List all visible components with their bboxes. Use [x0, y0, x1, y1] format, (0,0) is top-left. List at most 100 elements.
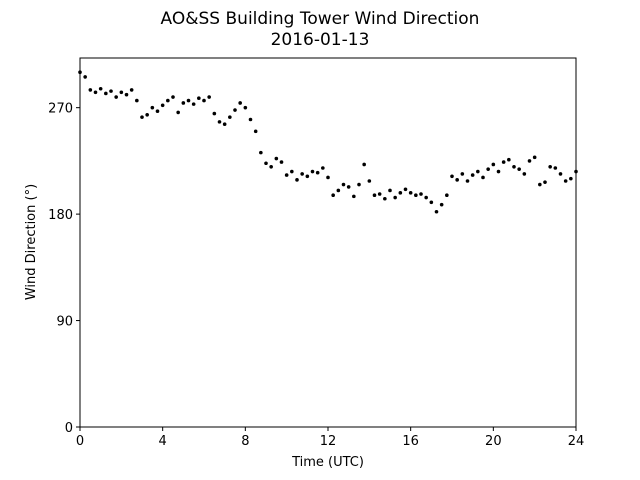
point: [284, 173, 289, 177]
x-tick-label: 12: [320, 434, 337, 449]
point: [434, 209, 439, 214]
x-tick-label: 16: [402, 434, 419, 449]
point: [264, 161, 268, 166]
point: [476, 169, 480, 174]
point: [274, 156, 279, 161]
point: [176, 110, 180, 115]
point: [104, 91, 108, 96]
point: [305, 174, 310, 179]
point: [460, 172, 465, 176]
point: [300, 172, 304, 176]
y-tick-label: 180: [48, 208, 73, 223]
point: [135, 98, 139, 103]
y-axis-label: Wind Direction (°): [24, 184, 39, 300]
point: [331, 193, 335, 197]
point: [166, 98, 170, 103]
point: [367, 179, 372, 183]
point: [372, 193, 377, 197]
point: [248, 117, 253, 122]
point: [259, 150, 263, 155]
point: [439, 202, 444, 207]
point: [222, 122, 227, 127]
plot-frame: [79, 57, 577, 428]
point: [93, 90, 98, 95]
x-tick-label: 0: [76, 434, 84, 449]
point: [470, 173, 475, 177]
point: [202, 98, 206, 103]
x-tick-label: 8: [241, 434, 249, 449]
chart-title: AO&SS Building Tower Wind Direction: [161, 9, 480, 29]
point: [290, 169, 294, 174]
point: [357, 182, 361, 187]
point: [212, 111, 217, 116]
point: [548, 165, 552, 169]
point: [522, 172, 527, 176]
point: [429, 200, 434, 205]
point: [450, 174, 454, 179]
point: [114, 95, 118, 99]
point: [279, 160, 284, 164]
point: [538, 182, 542, 187]
point: [217, 120, 222, 124]
point: [362, 162, 366, 167]
point: [486, 167, 490, 171]
point: [512, 165, 516, 169]
point: [140, 115, 144, 119]
point: [455, 178, 459, 182]
point: [414, 193, 418, 197]
point: [383, 196, 387, 201]
point: [253, 129, 258, 134]
point: [310, 169, 315, 174]
point: [243, 105, 248, 110]
x-tick-label: 20: [485, 434, 502, 449]
y-tick-label: 270: [48, 102, 73, 117]
point: [315, 170, 320, 175]
point: [419, 192, 423, 196]
point: [527, 159, 532, 163]
point: [155, 109, 160, 114]
point: [481, 175, 485, 180]
point: [124, 92, 129, 97]
point: [424, 195, 428, 200]
point: [233, 108, 237, 112]
point: [574, 169, 578, 174]
point: [558, 172, 563, 176]
point: [98, 86, 103, 91]
chart-subtitle: 2016-01-13: [271, 30, 370, 50]
point: [238, 101, 242, 105]
point: [321, 166, 325, 170]
point: [191, 102, 196, 106]
point: [563, 179, 568, 183]
point: [160, 103, 165, 108]
point: [228, 115, 232, 119]
point: [269, 165, 273, 169]
x-tick-label: 24: [568, 434, 585, 449]
point: [532, 155, 537, 160]
point: [341, 182, 346, 187]
point: [465, 179, 470, 183]
point: [496, 169, 501, 174]
point: [403, 187, 408, 192]
point: [129, 88, 134, 92]
point: [501, 160, 506, 164]
point: [408, 191, 413, 195]
point: [119, 90, 124, 95]
point: [388, 188, 392, 193]
point: [295, 178, 299, 182]
point: [186, 98, 191, 103]
point: [150, 105, 155, 110]
point: [507, 157, 511, 162]
point: [346, 185, 351, 189]
point: [109, 89, 113, 93]
point: [553, 166, 558, 170]
point: [543, 180, 547, 184]
point: [445, 193, 449, 197]
point: [491, 162, 496, 167]
point: [88, 88, 93, 92]
point: [569, 176, 573, 181]
point: [398, 191, 403, 195]
point: [171, 95, 175, 99]
point: [181, 101, 186, 105]
x-tick-label: 4: [159, 434, 167, 449]
